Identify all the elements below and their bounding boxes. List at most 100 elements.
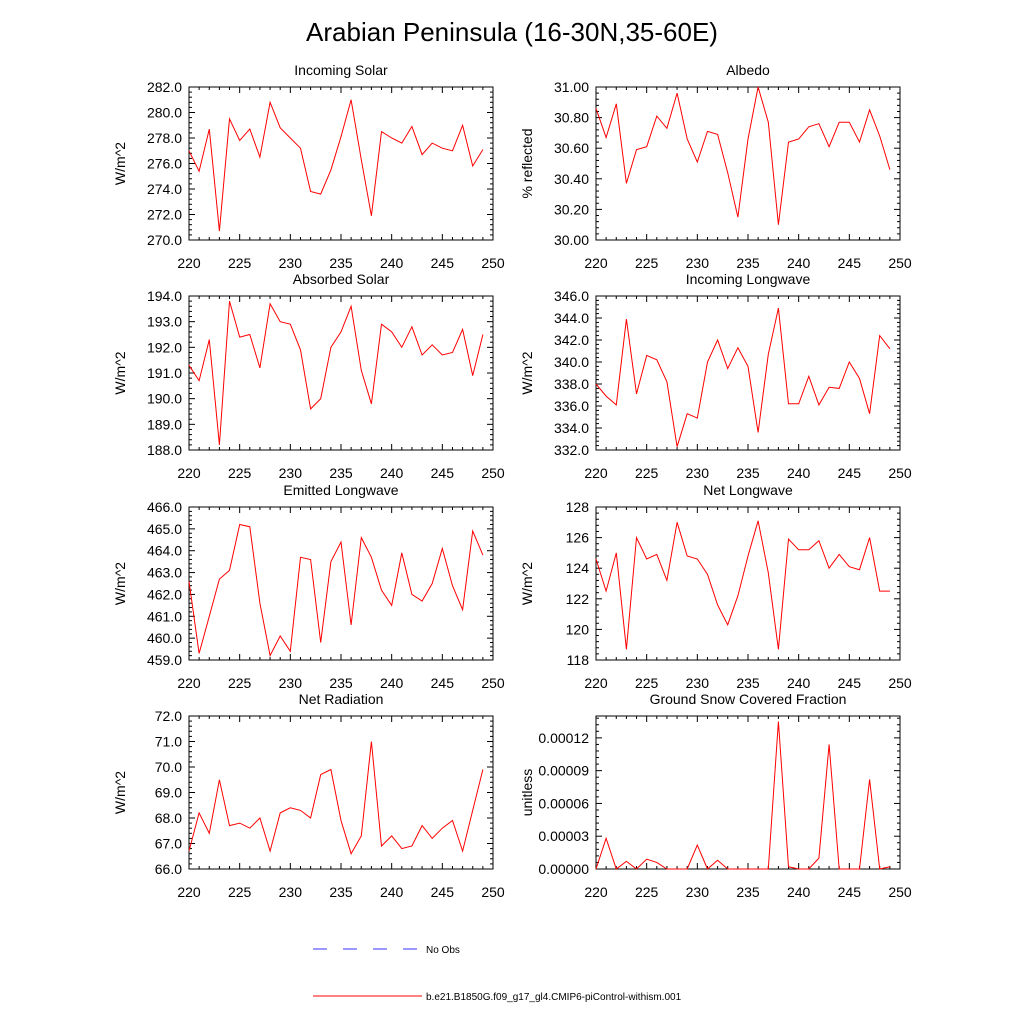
x-tick-label: 250 [888, 255, 912, 271]
y-tick-label: 191.0 [147, 365, 182, 381]
y-tick-label: 0.00009 [538, 763, 589, 779]
y-tick-label: 334.0 [554, 420, 589, 436]
y-tick-label: 272.0 [147, 207, 182, 223]
x-tick-label: 225 [635, 884, 659, 900]
x-tick-label: 235 [736, 884, 760, 900]
x-tick-label: 250 [888, 884, 912, 900]
y-tick-label: 274.0 [147, 181, 182, 197]
y-tick-label: 465.0 [147, 521, 182, 537]
x-tick-label: 230 [686, 465, 710, 481]
y-tick-label: 0.00012 [538, 730, 589, 746]
x-tick-label: 240 [380, 675, 404, 691]
x-tick-label: 220 [177, 465, 201, 481]
plot-frame [595, 715, 901, 870]
y-axis-label: % reflected [519, 128, 535, 198]
x-tick-label: 245 [838, 675, 862, 691]
panel-title: Albedo [726, 62, 770, 78]
panel-title: Absorbed Solar [293, 271, 390, 287]
x-tick-label: 235 [736, 255, 760, 271]
y-axis-label: W/m^2 [112, 142, 128, 185]
x-tick-label: 220 [177, 255, 201, 271]
panel-incoming-solar: Incoming Solar W/m^2 220 225 230 235 240 245 250… [112, 62, 505, 271]
y-tick-label: 280.0 [147, 105, 182, 121]
x-tick-label: 230 [686, 255, 710, 271]
y-tick-label: 282.0 [147, 79, 182, 95]
y-tick-label: 118 [567, 652, 590, 668]
y-axis-label: W/m^2 [112, 351, 128, 394]
y-tick-label: 270.0 [147, 232, 182, 248]
x-tick-label: 250 [481, 675, 505, 691]
series-line-albedo [595, 86, 891, 225]
plot-frame [595, 86, 901, 241]
x-tick-label: 245 [431, 675, 455, 691]
panels: Incoming Solar W/m^2 220 225 230 235 240 245 250… [112, 62, 912, 900]
y-tick-label: 68.0 [155, 810, 182, 826]
x-tick-label: 240 [787, 884, 811, 900]
y-tick-label: 346.0 [554, 288, 589, 304]
panel-title: Net Longwave [703, 482, 793, 498]
y-axis-label: W/m^2 [519, 351, 535, 394]
x-tick-label: 235 [329, 255, 353, 271]
series-line-incoming-longwave [595, 307, 891, 447]
x-tick-label: 225 [228, 255, 252, 271]
x-tick-label: 225 [228, 675, 252, 691]
y-tick-label: 188.0 [147, 442, 182, 458]
panel-title: Emitted Longwave [283, 482, 398, 498]
legend-model-label: b.e21.B1850G.f09_g17_gl4.CMIP6-piControl… [426, 992, 682, 1003]
x-tick-label: 240 [787, 465, 811, 481]
plot-frame [595, 506, 901, 661]
x-tick-label: 230 [279, 884, 303, 900]
plot-frame [188, 86, 494, 241]
x-tick-label: 245 [431, 255, 455, 271]
y-tick-label: 30.40 [554, 171, 589, 187]
y-tick-label: 344.0 [554, 310, 589, 326]
y-tick-label: 466.0 [147, 499, 182, 515]
series-line-absorbed-solar [188, 300, 484, 445]
x-tick-label: 230 [279, 255, 303, 271]
series-line-ground-snow-covered-fraction [595, 721, 891, 870]
series-line-net-longwave [595, 520, 890, 650]
x-tick-label: 225 [635, 465, 659, 481]
panel-incoming-longwave: Incoming Longwave W/m^2 220 225 230 235 240 245… [519, 271, 912, 481]
x-tick-label: 250 [481, 255, 505, 271]
y-tick-label: 31.00 [554, 79, 589, 95]
y-tick-label: 0.00000 [538, 861, 589, 877]
panel-albedo: Albedo % reflected 220 225 230 235 240 245 250 30… [519, 62, 912, 271]
y-axis-label: W/m^2 [112, 562, 128, 605]
y-tick-label: 278.0 [147, 130, 182, 146]
x-tick-label: 240 [787, 675, 811, 691]
y-tick-label: 71.0 [155, 734, 182, 750]
y-tick-label: 276.0 [147, 156, 182, 172]
y-tick-label: 194.0 [147, 288, 182, 304]
y-tick-label: 338.0 [554, 376, 589, 392]
y-tick-label: 128 [566, 499, 590, 515]
x-tick-label: 235 [329, 675, 353, 691]
x-tick-label: 230 [279, 465, 303, 481]
x-tick-label: 250 [888, 465, 912, 481]
panel-title: Net Radiation [299, 691, 384, 707]
y-tick-label: 122 [566, 591, 590, 607]
x-tick-label: 225 [635, 255, 659, 271]
panel-title: Incoming Longwave [686, 271, 811, 287]
legend: No Obs b.e21.B1850G.f09_g17_gl4.CMIP6-pi… [313, 945, 682, 1003]
x-tick-label: 220 [584, 465, 608, 481]
x-tick-label: 250 [481, 884, 505, 900]
x-tick-label: 250 [481, 465, 505, 481]
x-tick-label: 240 [380, 884, 404, 900]
y-tick-label: 192.0 [147, 339, 182, 355]
y-axis-label: unitless [519, 769, 535, 816]
panel-net-longwave: Net Longwave W/m^2 220 225 230 235 240 245 250 11… [519, 482, 912, 691]
y-tick-label: 459.0 [147, 652, 182, 668]
y-tick-label: 189.0 [147, 416, 182, 432]
y-tick-label: 30.80 [554, 110, 589, 126]
x-tick-label: 250 [888, 675, 912, 691]
y-tick-label: 464.0 [147, 543, 182, 559]
y-tick-label: 69.0 [155, 785, 182, 801]
x-tick-label: 220 [584, 675, 608, 691]
x-tick-label: 235 [736, 465, 760, 481]
y-tick-label: 332.0 [554, 442, 589, 458]
y-tick-label: 70.0 [155, 759, 182, 775]
y-tick-label: 30.60 [554, 140, 589, 156]
